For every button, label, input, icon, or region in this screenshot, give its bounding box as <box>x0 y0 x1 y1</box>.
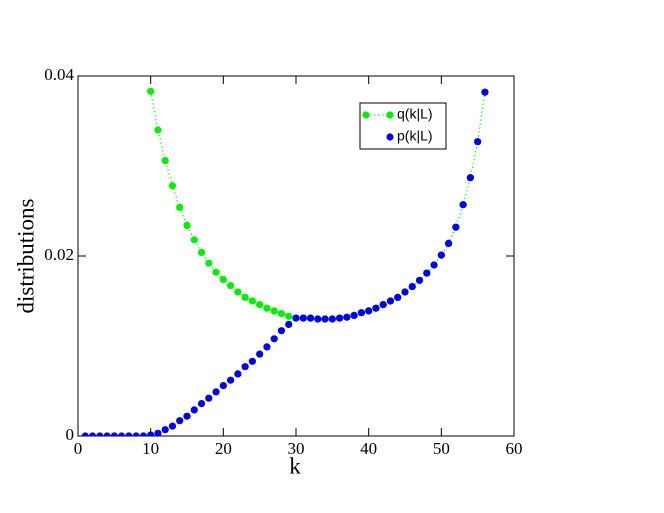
data-point <box>103 432 111 436</box>
data-point <box>481 88 489 96</box>
data-point <box>212 388 220 396</box>
y-tick-label: 0.04 <box>44 65 74 84</box>
data-point <box>147 431 155 436</box>
data-point <box>256 350 264 358</box>
data-point <box>270 307 278 315</box>
data-point <box>183 412 191 420</box>
data-point <box>227 282 235 290</box>
data-point <box>168 182 177 190</box>
data-point <box>270 335 278 343</box>
data-point <box>314 315 322 323</box>
x-tick-label: 10 <box>142 439 159 458</box>
data-point <box>256 301 264 309</box>
data-point <box>459 201 467 209</box>
data-point <box>154 429 162 436</box>
data-point <box>197 248 206 256</box>
data-point <box>183 221 191 229</box>
data-point <box>321 315 329 323</box>
data-point <box>365 307 373 315</box>
data-point <box>299 314 307 322</box>
data-point <box>263 343 271 351</box>
data-point <box>197 400 206 408</box>
data-point <box>212 268 220 276</box>
y-tick-label: 0 <box>66 425 75 444</box>
data-point <box>154 126 162 134</box>
data-point <box>466 174 474 182</box>
y-tick-label: 0.02 <box>44 245 74 264</box>
data-point <box>234 370 242 378</box>
data-point <box>81 432 89 436</box>
data-point <box>168 422 177 430</box>
x-tick-label: 30 <box>288 439 305 458</box>
data-point <box>139 432 147 436</box>
data-point <box>176 417 184 425</box>
data-point <box>350 311 358 319</box>
data-point <box>386 297 395 305</box>
data-point <box>190 236 198 244</box>
data-point <box>190 406 198 414</box>
data-point <box>241 293 249 301</box>
data-point <box>474 138 482 146</box>
x-axis-label: k <box>289 453 301 478</box>
data-point <box>430 261 438 269</box>
data-point <box>306 314 315 322</box>
data-point <box>176 203 184 211</box>
data-point <box>241 363 249 371</box>
data-point <box>234 288 242 296</box>
data-point <box>161 157 169 165</box>
data-point <box>219 275 227 283</box>
data-point <box>248 297 256 305</box>
data-point <box>423 269 431 277</box>
data-point <box>248 357 256 365</box>
data-point <box>285 312 293 320</box>
legend-marker <box>362 111 370 119</box>
data-point <box>415 276 424 284</box>
data-point <box>437 251 445 259</box>
data-point <box>292 314 300 322</box>
x-tick-label: 40 <box>360 439 377 458</box>
data-point <box>132 432 140 436</box>
plot-area <box>81 87 489 436</box>
data-point <box>394 293 402 301</box>
legend-label: p(k|L) <box>397 128 433 144</box>
data-point <box>205 394 213 402</box>
y-axis-label: distributions <box>13 198 38 313</box>
data-point <box>205 259 213 267</box>
data-point <box>263 304 271 312</box>
data-point <box>227 376 235 384</box>
data-point <box>445 239 453 247</box>
data-point <box>401 288 409 296</box>
data-point <box>161 426 169 434</box>
legend-marker <box>386 111 394 119</box>
x-tick-label: 60 <box>506 439 523 458</box>
data-point <box>125 432 133 436</box>
data-point <box>336 314 344 322</box>
data-point <box>277 327 286 335</box>
data-point <box>118 432 126 436</box>
data-point <box>452 223 460 231</box>
legend-label: q(k|L) <box>397 106 433 122</box>
x-tick-label: 50 <box>433 439 450 458</box>
legend-marker <box>386 133 394 141</box>
data-point <box>372 304 380 312</box>
data-point <box>328 315 336 323</box>
data-point <box>88 432 97 436</box>
data-point <box>96 432 104 436</box>
data-point <box>343 313 351 321</box>
x-tick-label: 0 <box>74 439 83 458</box>
data-point <box>408 283 416 291</box>
data-point <box>277 310 286 318</box>
data-point <box>357 309 365 317</box>
legend-box <box>359 102 447 150</box>
data-point <box>110 432 118 436</box>
data-point <box>379 301 387 309</box>
plot-frame <box>77 75 515 437</box>
data-point <box>285 320 293 328</box>
data-point <box>147 87 155 95</box>
data-point <box>219 382 227 390</box>
x-tick-label: 20 <box>215 439 232 458</box>
